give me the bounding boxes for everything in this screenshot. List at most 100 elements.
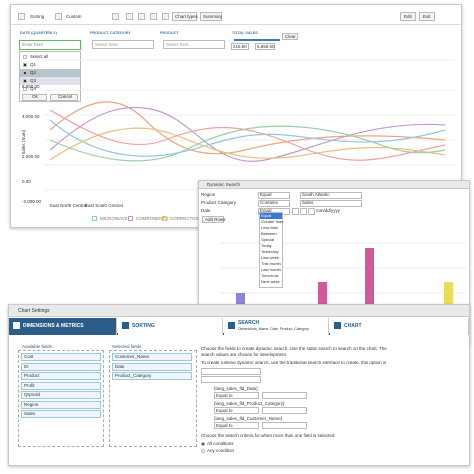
quarter-option[interactable]: Q4 bbox=[30, 86, 37, 91]
field-item[interactable] bbox=[21, 410, 101, 418]
field-item[interactable] bbox=[21, 353, 101, 361]
quarter-option[interactable]: Q2 bbox=[30, 70, 37, 75]
quarter-option[interactable]: Q1 bbox=[30, 62, 37, 67]
radio[interactable] bbox=[201, 442, 205, 446]
field-item[interactable] bbox=[112, 353, 192, 361]
operator-option[interactable]: Today bbox=[261, 243, 272, 248]
value-text: South Atlantic bbox=[302, 192, 330, 197]
checkbox[interactable] bbox=[23, 55, 27, 59]
operator-option[interactable]: Last week bbox=[261, 255, 280, 260]
value-input[interactable] bbox=[262, 422, 307, 429]
select-box[interactable] bbox=[92, 40, 154, 49]
date-part[interactable] bbox=[300, 208, 307, 215]
chart-types-button[interactable] bbox=[172, 12, 197, 21]
exit-button[interactable] bbox=[419, 12, 435, 21]
checkbox[interactable] bbox=[23, 71, 27, 75]
search-input[interactable] bbox=[19, 40, 81, 50]
operator-value: Equal bbox=[260, 208, 272, 213]
field-item[interactable] bbox=[21, 362, 101, 371]
cancel-button[interactable] bbox=[50, 94, 78, 101]
field-name[interactable]: Product_Category bbox=[115, 373, 152, 378]
chart-icon[interactable] bbox=[126, 13, 133, 20]
summary-button[interactable] bbox=[200, 12, 222, 21]
y-axis-title: Sales (Sum) bbox=[21, 129, 27, 155]
operator-option[interactable]: Last month bbox=[261, 267, 281, 272]
operator-option[interactable]: Yesterday bbox=[261, 249, 279, 254]
operator-option[interactable]: Between bbox=[261, 231, 277, 236]
legend-swatch bbox=[128, 216, 133, 221]
field-name[interactable]: Customer_Name bbox=[115, 354, 150, 359]
highlight bbox=[260, 213, 282, 219]
operator-select[interactable] bbox=[214, 407, 259, 414]
field-item[interactable] bbox=[21, 400, 101, 409]
dynamic-search-header bbox=[199, 181, 469, 189]
date-part[interactable] bbox=[308, 208, 315, 215]
operator-option[interactable]: Less than bbox=[261, 225, 279, 230]
operator-select[interactable] bbox=[258, 200, 290, 207]
search-box[interactable] bbox=[201, 368, 261, 375]
ok-button[interactable] bbox=[22, 94, 47, 101]
checkbox[interactable] bbox=[23, 79, 27, 83]
sorting-button[interactable]: Sorting bbox=[30, 14, 45, 19]
field-name[interactable]: Date bbox=[115, 363, 125, 369]
field-name[interactable]: Profit bbox=[24, 382, 35, 388]
field-item[interactable] bbox=[21, 372, 101, 380]
field-item[interactable] bbox=[21, 381, 101, 390]
operator-select[interactable] bbox=[214, 392, 259, 399]
field-item[interactable] bbox=[112, 362, 192, 371]
add-rows-button[interactable] bbox=[202, 216, 224, 223]
operator-option[interactable]: This month bbox=[261, 261, 281, 266]
operator-option[interactable]: Equal bbox=[261, 213, 272, 218]
field-name[interactable]: Product bbox=[24, 373, 40, 378]
operator-option[interactable]: Special bbox=[261, 237, 275, 242]
custom-icon[interactable] bbox=[55, 13, 62, 20]
date-part[interactable] bbox=[292, 208, 299, 215]
chart-icon[interactable] bbox=[112, 13, 119, 20]
value-input[interactable] bbox=[262, 392, 307, 399]
operator-dropdown bbox=[259, 212, 283, 288]
tab-icon bbox=[228, 322, 235, 329]
criteria-text: Choose the search criteria for when more… bbox=[201, 433, 335, 438]
search-placeholder: Enter here bbox=[22, 42, 44, 47]
tab[interactable] bbox=[9, 318, 117, 335]
tab[interactable] bbox=[118, 318, 223, 335]
value-input[interactable] bbox=[300, 192, 362, 199]
field-item[interactable] bbox=[112, 372, 192, 380]
quarter-option[interactable]: Select all bbox=[30, 54, 49, 59]
field-item[interactable] bbox=[21, 391, 101, 399]
field-name[interactable]: QtySold bbox=[24, 392, 41, 397]
field-name[interactable]: Sales bbox=[24, 411, 36, 416]
tab-icon bbox=[122, 322, 129, 329]
filter-label: PRODUCT bbox=[160, 31, 179, 35]
clear-button[interactable] bbox=[282, 33, 298, 40]
quarter-option[interactable]: Q3 bbox=[30, 78, 37, 83]
tab[interactable] bbox=[330, 318, 469, 335]
chart-icon[interactable] bbox=[150, 13, 157, 20]
custom-button[interactable]: Custom bbox=[66, 14, 82, 19]
operator-option[interactable]: Tomorrow bbox=[261, 273, 279, 278]
sorting-icon[interactable] bbox=[18, 13, 25, 20]
operator-select[interactable] bbox=[258, 192, 290, 199]
radio[interactable] bbox=[201, 449, 205, 453]
value-text: Sales bbox=[302, 200, 314, 205]
available-list bbox=[18, 350, 104, 447]
operator-select[interactable] bbox=[214, 422, 259, 429]
search-box[interactable] bbox=[201, 376, 261, 383]
value-input[interactable] bbox=[262, 407, 307, 414]
field-name[interactable]: Region bbox=[24, 401, 39, 407]
value-input[interactable] bbox=[300, 200, 362, 207]
field-name[interactable]: ID bbox=[24, 363, 29, 369]
y-tick-label: 0.00 bbox=[22, 179, 31, 184]
checkbox[interactable] bbox=[23, 63, 27, 67]
operator-option[interactable]: Greater than bbox=[261, 219, 284, 224]
field-name[interactable]: Cost bbox=[24, 354, 34, 359]
tab[interactable] bbox=[224, 318, 329, 335]
edit-button[interactable] bbox=[400, 12, 416, 21]
chart-icon[interactable] bbox=[162, 13, 169, 20]
checkbox[interactable] bbox=[23, 87, 27, 91]
chart-icon[interactable] bbox=[138, 13, 145, 20]
condition-label[interactable]: All conditions bbox=[207, 441, 234, 446]
select-box[interactable] bbox=[163, 40, 225, 49]
operator-option[interactable]: Next week bbox=[261, 279, 280, 284]
condition-label[interactable]: Any condition bbox=[207, 448, 235, 453]
